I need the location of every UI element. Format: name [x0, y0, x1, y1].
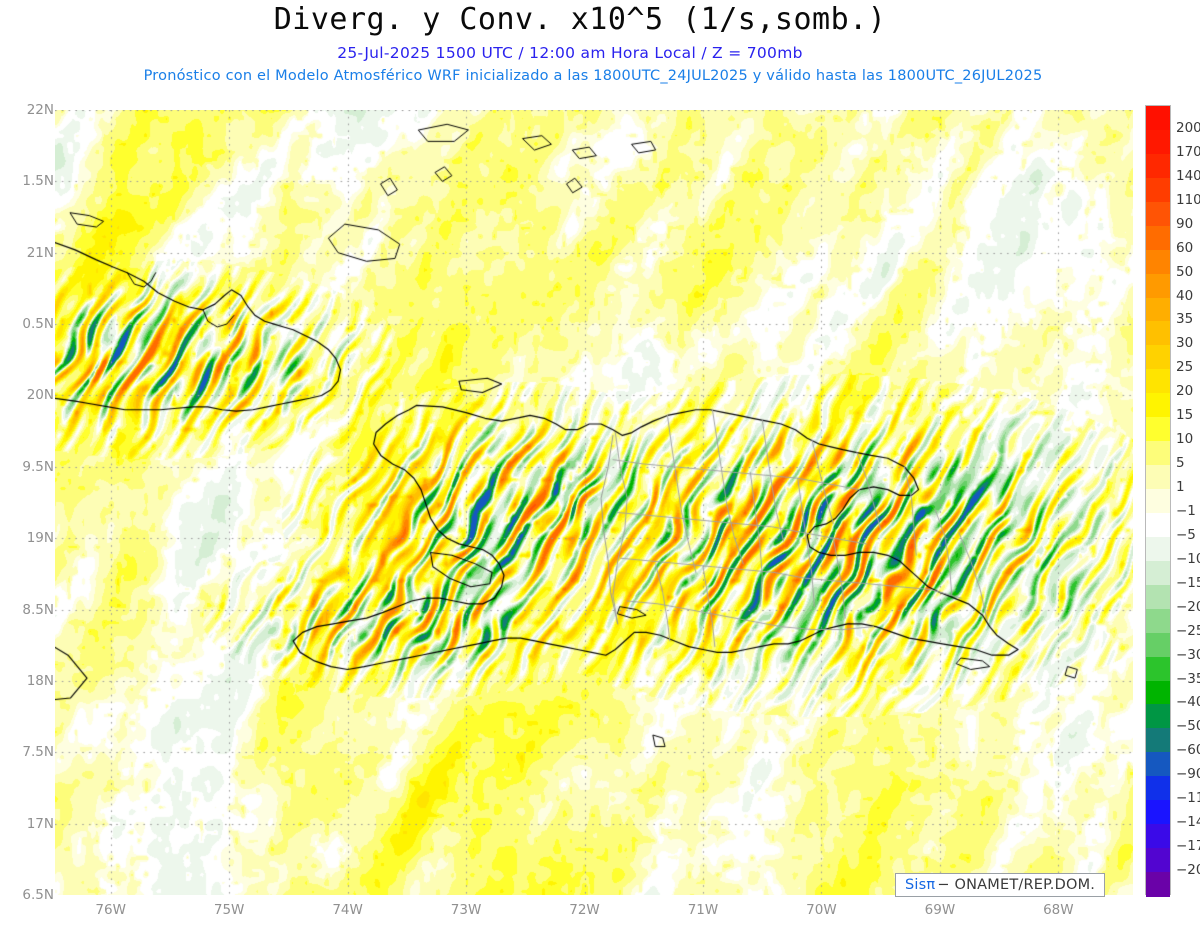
colorbar-swatch [1146, 201, 1170, 227]
colorbar-tick-label: 25 [1176, 359, 1194, 376]
lat-tick-label: 17N [26, 815, 54, 832]
colorbar-tick-label: 60 [1176, 239, 1194, 256]
colorbar-tick-label: −35 [1176, 670, 1200, 687]
colorbar-tick-label: −20 [1176, 598, 1200, 615]
colorbar-swatch [1146, 369, 1170, 394]
lon-tick-label: 72W [569, 902, 600, 918]
colorbar-tick-label: 40 [1176, 287, 1194, 304]
colorbar-tick-label: 35 [1176, 311, 1194, 328]
lat-tick-label: 6.5N [22, 887, 54, 903]
colorbar-tick-label: −25 [1176, 622, 1200, 639]
lat-tick-label: 18N [26, 672, 54, 689]
colorbar-swatch [1146, 465, 1170, 490]
colorbar-tick-label: 1 [1176, 479, 1185, 496]
colorbar-swatch [1146, 536, 1170, 562]
colorbar-swatch [1146, 752, 1170, 777]
colorbar-tick-label: −40 [1176, 694, 1200, 711]
colorbar-swatch [1146, 393, 1170, 418]
map-plot-area[interactable] [55, 110, 1133, 895]
colorbar-swatch [1146, 800, 1170, 825]
lat-tick-label: 21N [26, 244, 54, 261]
colorbar-swatch [1146, 345, 1170, 370]
lat-tick-label: 1.5N [22, 173, 54, 190]
lon-tick-label: 71W [687, 902, 719, 918]
colorbar-swatch [1146, 249, 1170, 275]
lat-tick-label: 0.5N [22, 316, 54, 333]
colorbar-swatch [1146, 608, 1170, 634]
page-title: Diverg. y Conv. x10^5 (1/s,somb.) [273, 2, 887, 37]
colorbar-swatch [1146, 824, 1170, 849]
lon-tick-label: 74W [332, 902, 363, 918]
colorbar-swatch [1146, 584, 1170, 610]
colorbar-swatch [1146, 297, 1170, 323]
colorbar-swatch [1146, 225, 1170, 251]
colorbar-tick-label: 170 [1176, 143, 1200, 160]
colorbar-tick-label: −200 [1176, 862, 1200, 879]
colorbar-tick-label: 10 [1176, 431, 1194, 448]
colorbar-swatch [1146, 106, 1170, 131]
colorbar-tick-label: −90 [1176, 766, 1200, 783]
colorbar-swatch [1146, 704, 1170, 730]
colorbar[interactable] [1145, 105, 1171, 897]
colorbar-swatch [1146, 273, 1170, 299]
lon-tick-label: 68W [1043, 902, 1074, 918]
colorbar-tick-label: 20 [1176, 383, 1194, 400]
colorbar-swatch [1146, 776, 1170, 801]
colorbar-tick-label: −5 [1176, 526, 1196, 543]
colorbar-tick-label: 140 [1176, 167, 1200, 184]
colorbar-swatch [1146, 680, 1170, 706]
subtitle-datetime: 25-Jul-2025 1500 UTC / 12:00 am Hora Loc… [337, 44, 803, 62]
lon-tick-label: 73W [450, 902, 482, 918]
colorbar-swatch [1146, 177, 1170, 203]
colorbar-swatch [1146, 728, 1170, 753]
colorbar-tick-label: −30 [1176, 646, 1200, 663]
subtitle-model-info: Pronóstico con el Modelo Atmosférico WRF… [143, 68, 1043, 84]
colorbar-swatch [1146, 129, 1170, 155]
colorbar-swatch [1146, 512, 1170, 538]
colorbar-tick-label: −140 [1176, 814, 1200, 831]
colorbar-tick-label: −15 [1176, 574, 1200, 591]
colorbar-swatch [1146, 560, 1170, 586]
lat-tick-label: 8.5N [22, 601, 54, 618]
sispi-brand-label: Sisπ [905, 877, 936, 893]
colorbar-tick-label: −1 [1176, 502, 1196, 519]
colorbar-tick-label: −10 [1176, 550, 1200, 567]
attribution-box: Sisπ − ONAMET/REP.DOM. [895, 873, 1106, 897]
colorbar-tick-label: 50 [1176, 263, 1194, 280]
colorbar-tick-label: −110 [1176, 790, 1200, 807]
lat-tick-label: 19N [26, 530, 54, 547]
lat-tick-label: 7.5N [22, 744, 54, 761]
agency-label: − ONAMET/REP.DOM. [937, 877, 1096, 893]
colorbar-tick-label: 15 [1176, 407, 1194, 424]
colorbar-tick-label: 30 [1176, 335, 1194, 352]
lon-tick-label: 70W [806, 902, 837, 918]
colorbar-swatch [1146, 872, 1170, 897]
lon-tick-label: 69W [924, 902, 956, 918]
colorbar-tick-label: 200 [1176, 119, 1200, 136]
colorbar-swatch [1146, 441, 1170, 466]
colorbar-swatch [1146, 153, 1170, 179]
colorbar-tick-label: 110 [1176, 191, 1200, 208]
coastline-and-grid-layer [55, 110, 1133, 895]
colorbar-swatch [1146, 489, 1170, 514]
lat-tick-label: 22N [26, 102, 54, 118]
colorbar-tick-label: 5 [1176, 455, 1185, 472]
lat-tick-label: 9.5N [22, 458, 54, 475]
colorbar-tick-label: −50 [1176, 718, 1200, 735]
colorbar-swatch [1146, 417, 1170, 442]
colorbar-swatch [1146, 848, 1170, 873]
lon-tick-label: 76W [95, 902, 126, 918]
colorbar-tick-label: −170 [1176, 838, 1200, 855]
colorbar-swatch [1146, 656, 1170, 682]
colorbar-swatch [1146, 632, 1170, 658]
colorbar-tick-label: −60 [1176, 742, 1200, 759]
colorbar-swatch [1146, 321, 1170, 346]
colorbar-tick-label: 90 [1176, 215, 1194, 232]
lat-tick-label: 20N [26, 387, 54, 404]
lon-tick-label: 75W [213, 902, 245, 918]
